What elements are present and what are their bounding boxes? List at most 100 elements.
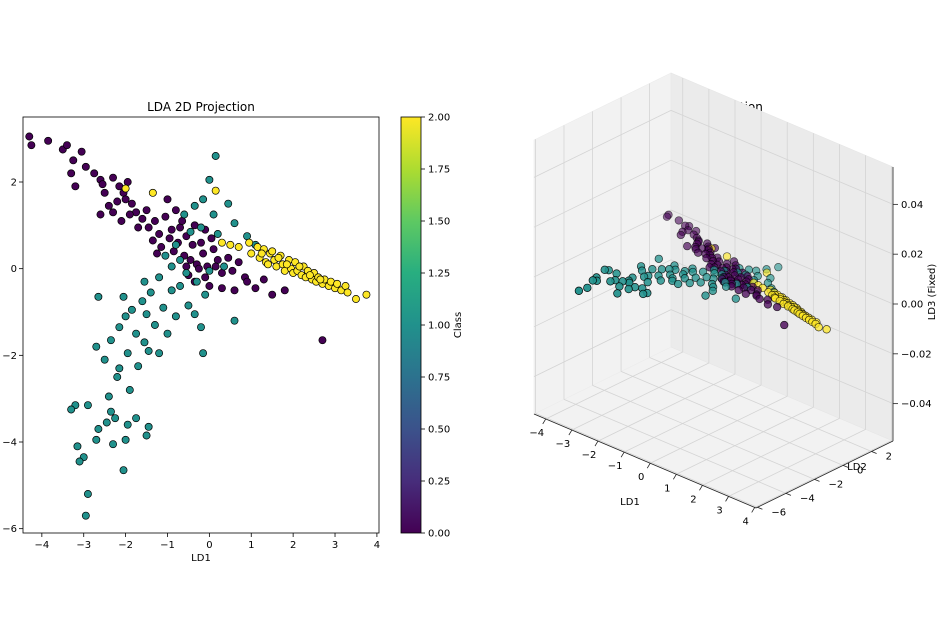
grid-line (533, 309, 672, 377)
scatter-point-class-0 (113, 197, 122, 206)
scatter-point-class-1 (197, 223, 205, 232)
grid-line (533, 209, 672, 278)
z-axis-3d-label: LD3 (Fixed) (927, 264, 938, 321)
z3d-tick-label: −0.04 (901, 399, 932, 410)
scatter-point-class-0 (234, 258, 243, 267)
scatter-point-class-1 (209, 210, 218, 219)
y-tick-label: 2 (11, 178, 17, 189)
scatter-point-class-0 (207, 234, 216, 243)
scatter-point-class-1 (205, 175, 214, 184)
scatter3d-point-class-1 (657, 265, 667, 274)
scatter-point-class-0 (161, 212, 170, 221)
scatter-point-class-2 (352, 295, 360, 303)
scatter-point-class-0 (169, 247, 178, 256)
scatter3d-point-class-0 (734, 285, 743, 295)
scatter-point-class-2 (148, 188, 157, 197)
scatter-point-class-1 (119, 292, 128, 301)
scatter-point-class-0 (186, 256, 195, 264)
grid-line (728, 429, 866, 497)
scatter-point-class-2 (343, 288, 352, 297)
scatter3d-point-class-1 (648, 265, 657, 274)
grid-line (535, 412, 758, 508)
x-tick-label: −4 (34, 540, 49, 551)
scatter-point-class-1 (220, 262, 228, 271)
scatter-point-class-0 (77, 147, 86, 156)
colorbar-gradient (400, 116, 422, 534)
scatter-point-class-1 (144, 422, 153, 431)
scatter-point-class-0 (96, 210, 105, 219)
scatter3d-point-class-0 (683, 242, 692, 251)
scatter-point-class-1 (111, 414, 120, 423)
lda-2d-panel: LDA 2D Projection −4 −3 −2 −1 0 1 2 3 4−6−4−202 … (2, 100, 380, 564)
scatter-point-class-0 (230, 286, 239, 295)
y3d-tick-mark (871, 451, 877, 454)
scatter-point-class-1 (159, 303, 168, 312)
grid-line (571, 362, 710, 431)
grid-line (623, 384, 762, 453)
scatter-point-class-0 (211, 262, 220, 271)
x3d-tick-mark (568, 429, 573, 436)
scatter-point-class-1 (132, 414, 141, 423)
colorbar-tick-label: 0.25 (428, 477, 450, 488)
x3d-tick-mark (542, 418, 547, 425)
scatter-point-class-1 (102, 418, 111, 427)
scatter-point-class-1 (134, 362, 143, 371)
x-tick-label: 3 (332, 540, 338, 551)
x3d-tick-label: −3 (555, 439, 570, 450)
scatter3d-point-class-1 (654, 254, 663, 264)
scatter-point-class-0 (100, 188, 109, 197)
scatter-point-class-1 (132, 329, 141, 338)
scatter3d-point-class-1 (685, 278, 694, 288)
scatter-point-class-0 (171, 206, 180, 215)
colorbar-tick-label: 1.00 (428, 321, 450, 332)
axes-3d-grid (533, 77, 894, 508)
scatter-point-class-1 (201, 290, 210, 299)
scatter-point-class-1 (83, 490, 92, 498)
scatter-point-class-0 (81, 162, 90, 171)
scatter-point-class-1 (107, 407, 115, 416)
grid-line (670, 109, 894, 205)
scatter-point-class-1 (121, 312, 130, 321)
y-tick-label: −6 (2, 524, 17, 535)
y3d-tick-label: −2 (829, 479, 844, 490)
scatter-point-class-0 (228, 266, 237, 275)
x-tick-label: −3 (76, 540, 91, 551)
scatter3d-point-class-1 (701, 291, 710, 300)
scatter-point-class-1 (92, 342, 101, 351)
x3d-tick-label: 2 (690, 494, 696, 505)
scatter-point-class-1 (75, 457, 84, 466)
x-tick-label: −1 (160, 540, 175, 551)
colorbar-tick-label: 1.75 (428, 165, 450, 176)
scatter-point-class-1 (190, 201, 199, 210)
y3d-tick-mark (814, 479, 820, 482)
scatter3d-point-class-1 (721, 282, 731, 291)
scatter-point-class-1 (230, 316, 239, 325)
scatter-point-class-0 (165, 234, 174, 243)
x3d-tick-label: −1 (608, 461, 623, 472)
scatter-point-class-0 (157, 243, 166, 251)
scatter-point-class-0 (104, 201, 113, 210)
scatter3d-point-class-1 (588, 276, 597, 285)
x-tick-label: 1 (248, 540, 254, 551)
colorbar-tick-label: 1.50 (428, 217, 450, 228)
scatter3d-point-class-1 (624, 284, 633, 294)
scatter-point-class-1 (192, 277, 201, 286)
scatter-point-class-1 (199, 349, 208, 358)
scatter-point-class-1 (109, 440, 117, 449)
grid-line (592, 385, 815, 480)
scatter-point-class-0 (199, 249, 208, 258)
scatter-point-class-0 (134, 223, 143, 232)
y-axis-3d-label: LD2 (847, 462, 867, 473)
scatter-point-class-1 (171, 240, 180, 249)
x3d-tick-label: 3 (716, 505, 722, 516)
z3d-tick-label: 0.02 (901, 250, 923, 261)
scatter-point-class-0 (194, 264, 203, 273)
scatter-point-class-2 (341, 282, 350, 290)
scatter-point-class-0 (243, 277, 252, 286)
scatter-point-class-2 (333, 279, 342, 288)
y3d-tick-mark (842, 465, 849, 468)
scatter-point-class-0 (63, 141, 71, 150)
colorbar-ticks: 0.00 0.25 0.50 0.75 1.00 1.25 1.50 1.75 2.00 (421, 113, 450, 540)
scatter-point-class-2 (274, 253, 283, 262)
scatter-point-class-1 (230, 219, 239, 228)
